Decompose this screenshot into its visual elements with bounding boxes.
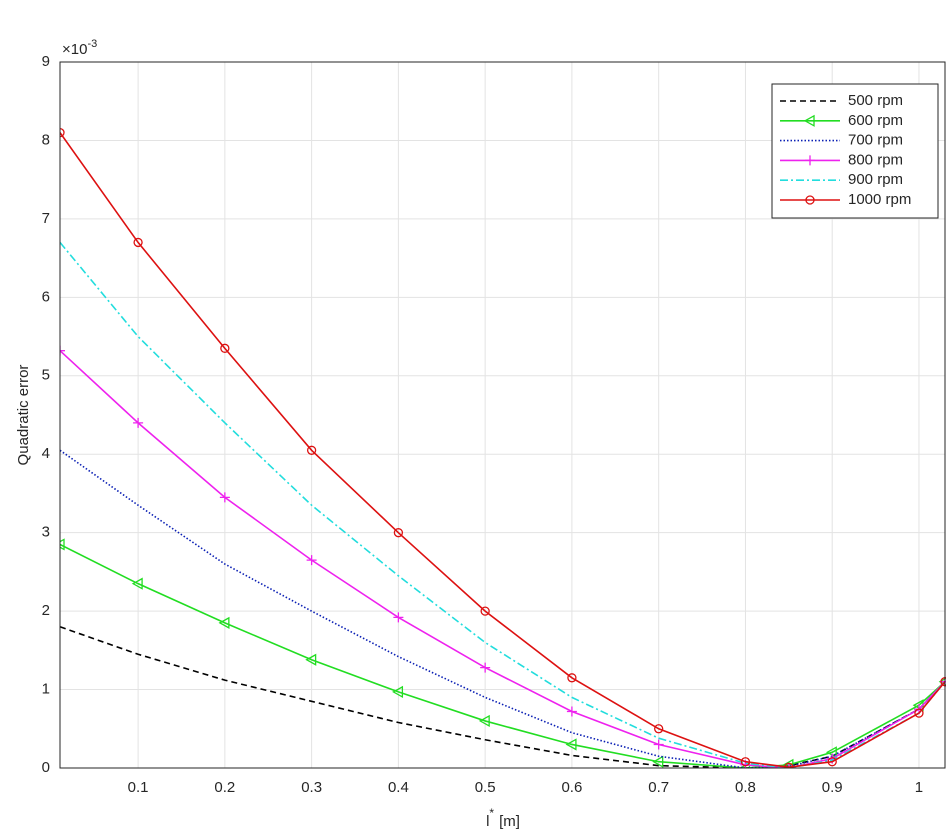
marker [60, 127, 65, 138]
x-tick-label: 0.1 [128, 779, 149, 796]
legend-label: 800 rpm [848, 151, 903, 168]
marker [133, 417, 144, 428]
x-tick-label: 0.4 [388, 779, 409, 796]
x-tick-label: 0.6 [561, 779, 582, 796]
axes-box [59, 61, 946, 769]
marker [133, 237, 143, 248]
marker [783, 763, 794, 768]
marker [805, 155, 815, 166]
marker [60, 345, 65, 356]
x-label-sup: * [489, 806, 494, 820]
marker [914, 708, 924, 718]
marker [478, 714, 490, 728]
marker [565, 738, 577, 751]
x-axis-label: l* [m] [486, 806, 520, 830]
x-tick-label: 1 [915, 779, 923, 796]
marker [740, 757, 751, 767]
x-tick-label: 0.9 [822, 779, 843, 796]
marker [480, 606, 490, 616]
marker [567, 673, 577, 683]
legend-label: 1000 rpm [848, 191, 911, 208]
y-tick-label: 0 [42, 759, 50, 776]
marker [60, 538, 65, 551]
marker [305, 653, 317, 666]
marker [566, 706, 577, 717]
series-line [60, 132, 946, 768]
y-axis-label: Quadratic error [15, 365, 32, 466]
y-tick-label: 5 [42, 367, 50, 384]
marker [652, 755, 664, 768]
marker [654, 724, 664, 734]
marker [220, 343, 230, 353]
marker [653, 739, 664, 750]
x-label-main: l [486, 813, 489, 830]
y-tick-label: 9 [42, 53, 50, 70]
y-multiplier-exponent: -3 [87, 38, 97, 50]
legend-label: 900 rpm [848, 171, 903, 188]
x-tick-label: 0.5 [475, 779, 496, 796]
marker [480, 662, 491, 673]
y-tick-label: 7 [42, 210, 50, 227]
series-line [60, 543, 946, 768]
x-label-unit: [m] [499, 813, 520, 830]
legend-label: 700 rpm [848, 132, 903, 149]
x-tick-label: 0.7 [648, 779, 669, 796]
x-tick-label: 0.8 [735, 779, 756, 796]
legend-box [771, 83, 939, 219]
marker [306, 555, 317, 566]
marker [392, 685, 404, 699]
marker [393, 612, 404, 623]
y-multiplier: ×10-3 [62, 38, 97, 58]
marker [218, 616, 230, 629]
y-tick-label: 1 [42, 681, 50, 698]
y-multiplier-base: ×10 [62, 41, 87, 58]
marker [131, 577, 143, 590]
marker [306, 445, 317, 455]
y-tick-label: 4 [42, 445, 50, 462]
y-tick-label: 2 [42, 602, 50, 619]
marker [827, 757, 837, 767]
legend-label: 500 rpm [848, 92, 903, 109]
x-tick-label: 0.3 [301, 779, 322, 796]
x-tick-label: 0.2 [214, 779, 235, 796]
marker [393, 528, 404, 538]
y-tick-label: 8 [42, 131, 50, 148]
marker [805, 195, 815, 205]
legend-label: 600 rpm [848, 112, 903, 129]
series-line [60, 241, 946, 768]
marker [784, 762, 794, 768]
marker [219, 492, 230, 503]
y-tick-label: 6 [42, 288, 50, 305]
y-tick-label: 3 [42, 524, 50, 541]
marker [803, 114, 815, 127]
